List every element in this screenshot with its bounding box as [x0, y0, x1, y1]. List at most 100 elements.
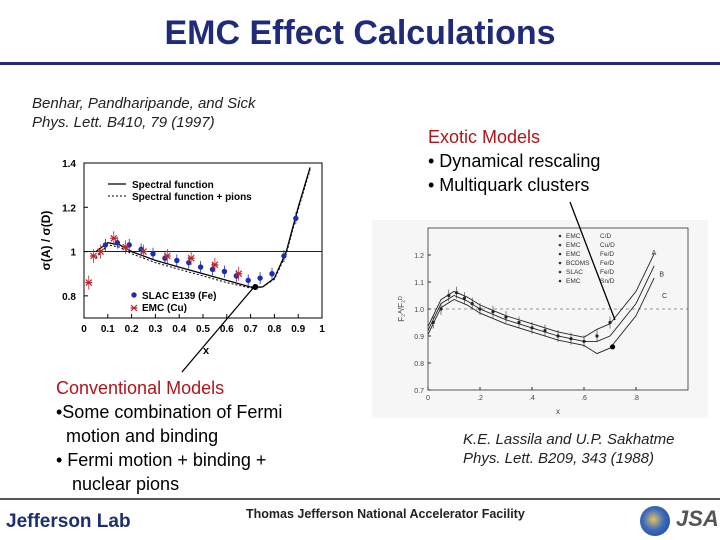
left-y-axis-label: σ(A) / σ(D) — [39, 211, 53, 271]
left-x-tick-label: 0.9 — [291, 324, 305, 335]
right-data-point — [439, 307, 443, 311]
left-emc-point — [110, 234, 118, 242]
left-emc-point — [97, 248, 105, 255]
left-fe-point — [281, 253, 287, 259]
right-x-tick-label: 0 — [426, 395, 430, 402]
exotic-item: • Dynamical rescaling — [428, 151, 601, 171]
left-emc-point — [211, 261, 219, 269]
jefferson-lab-logo: Jefferson Lab — [6, 511, 131, 532]
left-chart: 0 0.1 0.2 0.3 0.4 0.5 0.6 0.7 0.8 0.9 1 0.8 1 1.2 1.4 x… — [39, 159, 325, 357]
exotic-models: Exotic Models • Dynamical rescaling • Mu… — [428, 125, 600, 197]
left-x-axis-label: x — [203, 345, 210, 357]
conventional-heading: Conventional Models — [56, 378, 225, 398]
right-legend-ratio: Fe/D — [600, 251, 614, 258]
right-y-tick-label: 1.2 — [414, 253, 424, 260]
left-fe-point — [209, 266, 216, 272]
right-chart: 0 .2 .4 .6 .8 0.7 0.8 0.9 1.0 1.1 1.2 x F₂ᴬ/F₂ᴰ A B C EM… — [372, 220, 708, 418]
right-y-tick-label: 0.9 — [414, 334, 424, 341]
left-y-tick-label: 1 — [70, 248, 76, 259]
right-data-point — [455, 291, 459, 295]
right-reference-journal: Phys. Lett. B209, 343 (1988) — [463, 450, 654, 467]
left-legend-label: Spectral function — [132, 180, 214, 191]
right-legend-label: EMC — [566, 233, 581, 240]
left-reference-journal: Phys. Lett. B410, 79 (1997) — [32, 114, 215, 131]
left-x-tick-label: 0.8 — [267, 324, 281, 335]
right-legend-label: EMC — [566, 251, 581, 258]
left-x-tick-label: 0.4 — [172, 324, 186, 335]
right-data-point — [491, 310, 495, 314]
left-fe-point — [293, 215, 299, 222]
left-emc-point — [235, 270, 243, 278]
right-y-axis-label: F₂ᴬ/F₂ᴰ — [397, 296, 406, 322]
left-fe-point — [114, 240, 121, 246]
annotation-arrows — [181, 201, 616, 373]
conventional-item: nuclear pions — [72, 474, 180, 494]
right-legend-ratio: C/D — [600, 233, 612, 240]
slide-title: EMC Effect Calculations — [164, 14, 556, 52]
exotic-heading: Exotic Models — [428, 127, 541, 147]
right-legend-marker — [558, 261, 562, 265]
left-emc-point — [140, 248, 147, 255]
jsa-logo: JSA — [676, 506, 719, 531]
right-legend-ratio: Sn/D — [600, 278, 615, 285]
right-legend-marker — [558, 279, 562, 283]
footer-divider — [0, 498, 720, 500]
left-reference-authors: Benhar, Pandharipande, and Sick — [32, 95, 256, 112]
right-data-point — [478, 307, 482, 311]
left-legend-label: Spectral function + pions — [132, 192, 252, 203]
right-curve-label: C — [662, 293, 667, 300]
right-legend-ratio: Cu/D — [600, 242, 615, 249]
left-x-tick-label: 0.7 — [244, 324, 258, 335]
right-legend-label: BCDMS — [566, 260, 590, 267]
right-legend-marker — [558, 252, 562, 256]
right-y-tick-label: 1.1 — [414, 280, 424, 287]
right-legend-marker — [558, 270, 562, 274]
right-reference: K.E. Lassila and U.P. Sakhatme Phys. Let… — [463, 430, 675, 468]
left-dip-marker — [252, 284, 259, 290]
right-data-point — [530, 326, 534, 330]
left-legend-emc-marker — [130, 304, 138, 312]
right-curve-label: A — [652, 250, 657, 257]
left-fe-point — [245, 277, 251, 284]
right-legend-label: SLAC — [566, 269, 583, 276]
right-x-tick-label: .8 — [633, 395, 639, 402]
footer-bar — [0, 500, 720, 540]
right-data-point — [569, 337, 573, 341]
left-x-tick-label: 0.3 — [148, 324, 162, 335]
right-dip-marker — [610, 344, 616, 350]
left-fe-point — [197, 264, 204, 270]
left-reference: Benhar, Pandharipande, and Sick Phys. Le… — [32, 94, 256, 132]
left-x-tick-label: 0.6 — [220, 324, 234, 335]
right-data-point — [431, 320, 435, 325]
right-legend-marker — [558, 243, 562, 247]
left-emc-point — [187, 254, 195, 262]
left-legend-fe-marker — [131, 292, 137, 298]
left-x-tick-label: 0.2 — [125, 324, 139, 335]
doe-seal-icon — [640, 506, 670, 536]
left-emc-point — [163, 252, 171, 260]
right-y-tick-label: 0.8 — [414, 361, 424, 368]
left-emc-point — [85, 279, 93, 286]
conventional-item: •Some combination of Fermi — [56, 402, 283, 422]
left-legend-label: SLAC E139 (Fe) — [142, 291, 216, 302]
left-legend-label: EMC (Cu) — [142, 303, 187, 314]
conventional-arrow — [181, 286, 255, 373]
right-data-point — [447, 293, 451, 298]
right-legend-marker — [558, 234, 562, 238]
left-fe-point — [174, 257, 180, 264]
right-data-point — [504, 315, 508, 319]
right-y-tick-label: 0.7 — [414, 388, 424, 395]
left-fe-point — [126, 242, 132, 248]
right-legend-label: EMC — [566, 278, 581, 285]
right-x-tick-label: .4 — [529, 395, 535, 402]
left-fe-point — [221, 268, 228, 275]
title-underline — [0, 62, 720, 65]
left-x-tick-label: 0.5 — [196, 324, 210, 335]
left-emc-point — [90, 252, 98, 260]
conventional-item: • Fermi motion + binding + — [56, 450, 267, 470]
right-data-point — [543, 329, 547, 333]
right-data-point — [462, 296, 466, 300]
left-fe-point — [257, 275, 263, 281]
right-data-point — [608, 320, 612, 325]
